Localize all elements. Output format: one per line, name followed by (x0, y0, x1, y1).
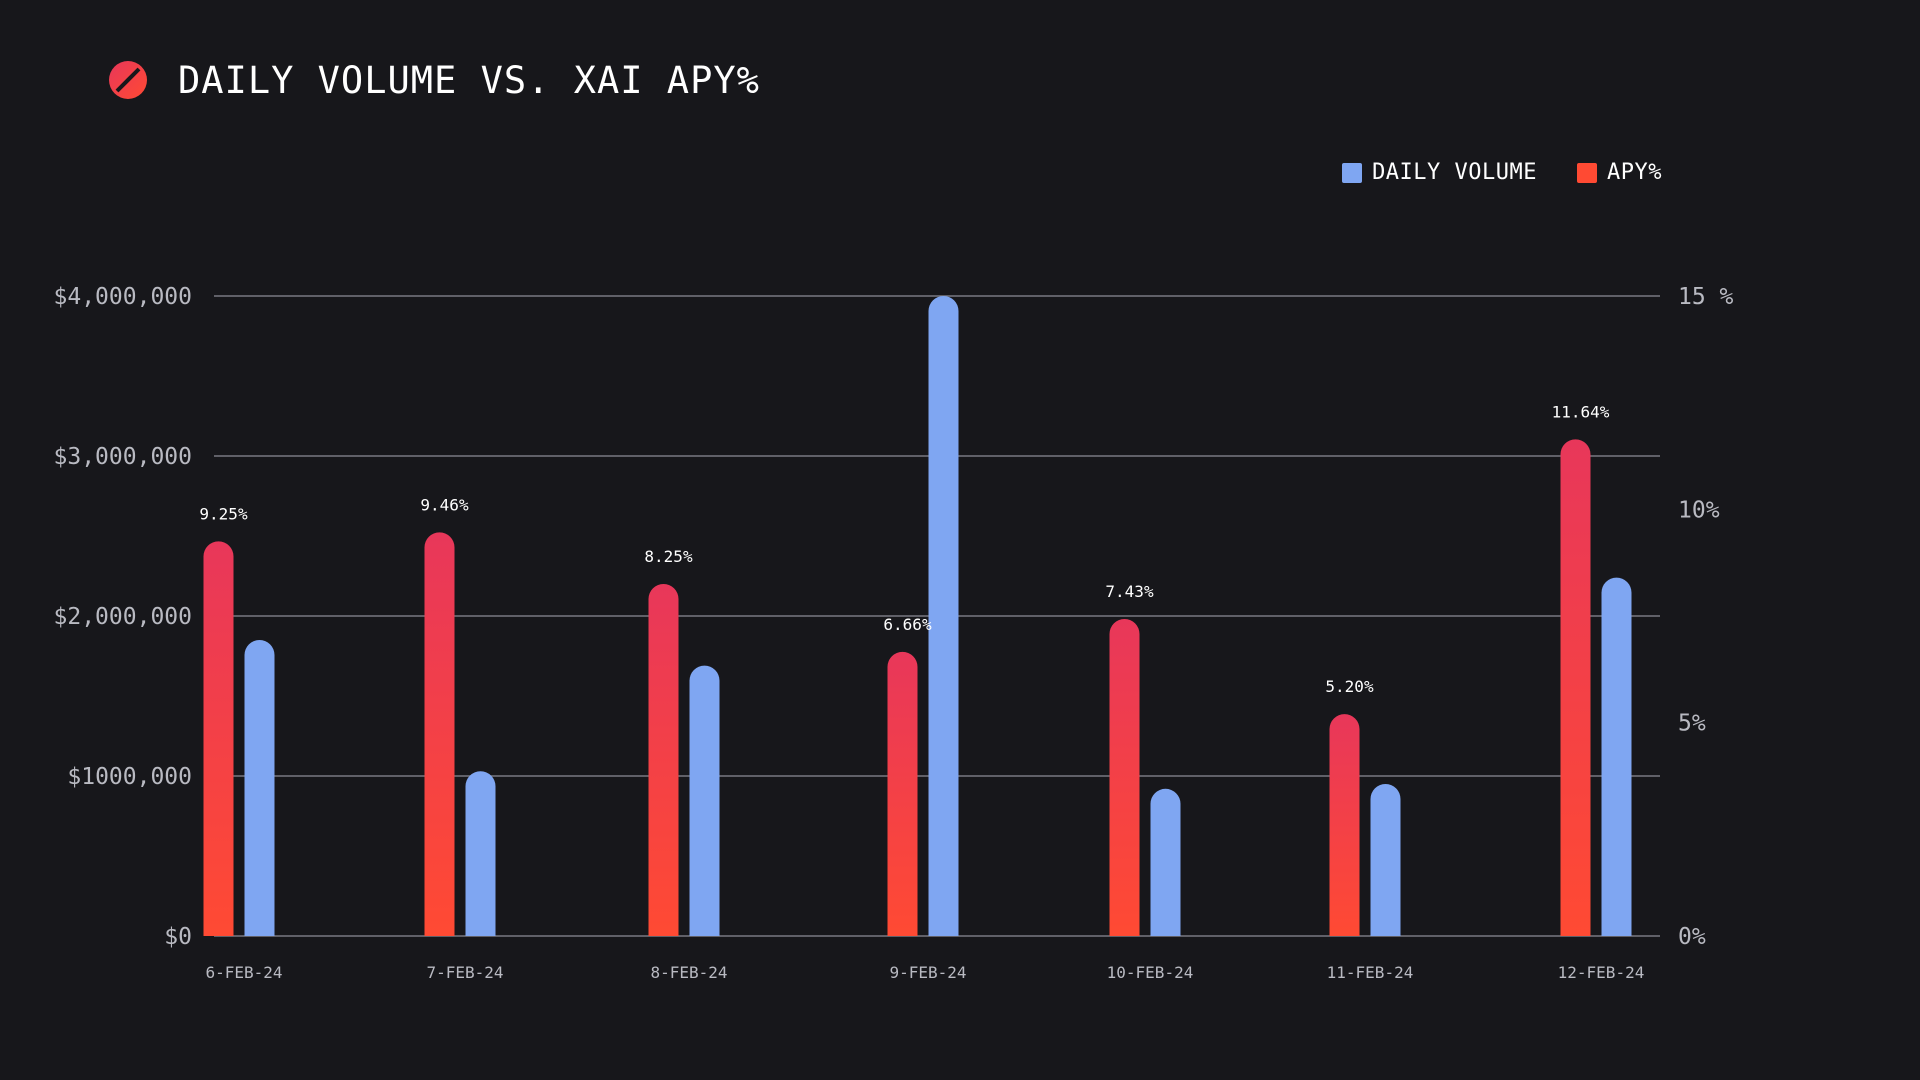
apy-data-label-0: 9.25% (199, 504, 248, 523)
volume-bar-1 (465, 771, 496, 936)
x-tick-label-5: 11-FEB-24 (1327, 963, 1414, 982)
x-tick-label-6: 12-FEB-24 (1558, 963, 1645, 982)
legend-swatch-apy (1577, 162, 1598, 183)
y-right-tick-label-0: 0% (1678, 924, 1706, 950)
apy-data-label-3: 6.66% (883, 615, 932, 634)
volume-bar-5 (1370, 784, 1401, 936)
legend-item-apy: APY% (1577, 160, 1662, 185)
x-tick-label-2: 8-FEB-24 (650, 963, 727, 982)
apy-data-label-5: 5.20% (1325, 677, 1374, 696)
apy-bar-2 (648, 584, 679, 936)
y-right-tick-label-2: 10% (1678, 497, 1720, 523)
legend-swatch-volume (1342, 162, 1363, 183)
apy-bar-0 (203, 541, 234, 936)
legend-label-volume: DAILY VOLUME (1372, 160, 1538, 185)
x-tick-label-1: 7-FEB-24 (426, 963, 503, 982)
y-left-tick-label-0: $0 (164, 924, 192, 950)
apy-data-label-2: 8.25% (644, 547, 693, 566)
y-right-tick-label-3: 15 % (1678, 284, 1734, 310)
x-tick-label-4: 10-FEB-24 (1107, 963, 1194, 982)
apy-data-label-1: 9.46% (420, 495, 469, 514)
apy-bar-6 (1560, 439, 1591, 936)
volume-bar-6 (1601, 577, 1632, 936)
y-left-tick-label-4: $4,000,000 (54, 284, 192, 310)
y-left-tick-label-3: $3,000,000 (54, 444, 192, 470)
legend-item-volume: DAILY VOLUME (1342, 160, 1537, 185)
apy-data-label-6: 11.64% (1552, 402, 1610, 421)
chart-header: DAILY VOLUME VS. XAI APY% (108, 56, 760, 104)
volume-bar-4 (1150, 788, 1181, 936)
x-tick-label-3: 9-FEB-24 (889, 963, 966, 982)
apy-bar-5 (1329, 714, 1360, 936)
volume-bar-2 (689, 665, 720, 936)
legend-label-apy: APY% (1607, 160, 1662, 185)
y-left-tick-label-2: $2,000,000 (54, 604, 192, 630)
chart-legend: DAILY VOLUME APY% (1302, 160, 1662, 185)
x-tick-label-0: 6-FEB-24 (205, 963, 282, 982)
volume-bar-3 (928, 296, 959, 936)
y-right-tick-label-1: 5% (1678, 711, 1706, 737)
chart-title: DAILY VOLUME VS. XAI APY% (178, 58, 760, 102)
labels: $0 $1000,000 $2,000,000 $3,000,000 $4,000,00… (54, 284, 1734, 982)
slashed-circle-icon (109, 61, 147, 99)
apy-bar-1 (424, 532, 455, 936)
apy-bar-3 (887, 651, 918, 936)
apy-data-label-4: 7.43% (1105, 582, 1154, 601)
bars (203, 296, 1632, 936)
volume-bar-0 (244, 640, 275, 936)
apy-bar-4 (1109, 618, 1140, 936)
y-left-tick-label-1: $1000,000 (67, 764, 192, 790)
